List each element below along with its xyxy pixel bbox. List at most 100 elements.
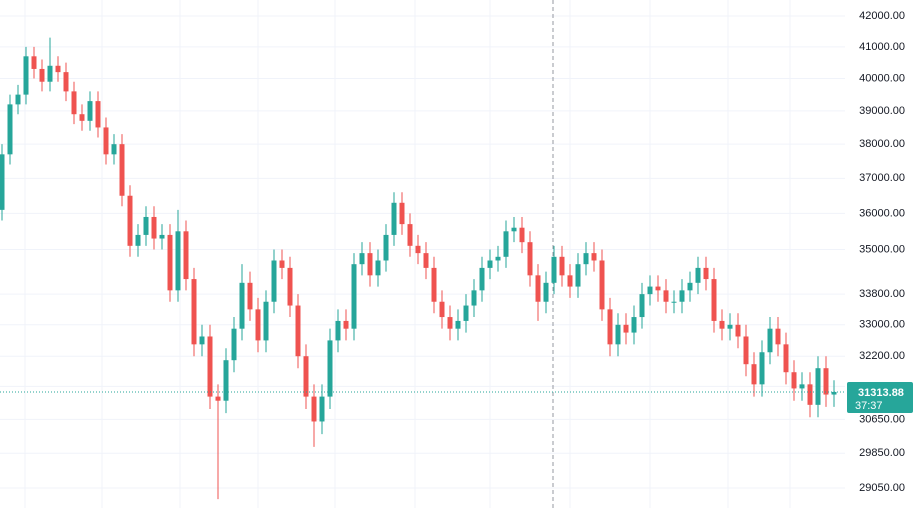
y-tick-label: 29050.00 [859,482,905,494]
candle-body [655,286,661,291]
y-tick-label: 32200.00 [859,350,905,362]
y-tick-label: 36000.00 [859,207,905,219]
candle-body [207,336,213,397]
candle-body [23,56,29,95]
y-tick-label: 38000.00 [859,138,905,150]
candle-body [7,104,13,155]
candle-body [503,231,509,257]
candle-body [415,245,421,254]
candle-body [471,290,477,306]
countdown: 37:37 [855,400,883,412]
candle-body [527,242,533,276]
candle-body [631,317,637,333]
candle-body [815,368,821,405]
candle-body [767,328,773,353]
candle-body [191,279,197,345]
candle-body [671,301,677,303]
candle-body [79,114,85,121]
y-tick-label: 33800.00 [859,288,905,300]
candle-body [519,227,525,243]
candle-body [87,101,93,121]
candle-body [159,234,165,239]
candle-body [423,253,429,268]
y-tick-label: 35000.00 [859,243,905,255]
candle-body [543,282,549,302]
candle-body [287,267,293,306]
candle-body [295,305,301,357]
candle-body [591,253,597,261]
candle-body [535,275,541,302]
candle-body [455,320,461,329]
candle-body [679,290,685,302]
candle-body [623,324,629,333]
candle-body [735,324,741,337]
candle-body [231,328,237,361]
candle-body [663,290,669,302]
candle-body [263,301,269,341]
candle-body [447,317,453,329]
candle-body [831,391,837,395]
candle-body [463,305,469,321]
last-price-badge [847,381,913,413]
candle-body [39,68,45,82]
candle-body [703,267,709,280]
candle-body [399,202,405,225]
candle-body [351,264,357,329]
candle-body [319,396,325,422]
candle-body [215,396,221,401]
candle-body [775,328,781,345]
candle-body [615,324,621,345]
candle-body [31,56,37,69]
y-tick-label: 41000.00 [859,41,905,53]
candle-body [15,94,21,105]
candle-body [783,344,789,373]
candle-body [247,282,253,310]
price-axis [845,0,913,508]
candle-body [807,384,813,405]
candle-body [175,231,181,291]
candle-body [151,216,157,239]
candle-body [607,309,613,345]
candle-body [279,260,285,268]
candle-body [119,144,125,196]
candle-body [103,127,109,155]
candle-body [255,309,261,341]
candle-body [271,260,277,302]
candle-body [311,396,317,422]
candle-body [727,324,733,329]
candle-body [711,279,717,321]
y-tick-label: 29850.00 [859,447,905,459]
candle-body [551,256,557,283]
candle-body [167,234,173,291]
candle-body [367,253,373,276]
candle-body [111,144,117,155]
candle-body [183,231,189,280]
candle-body [199,336,205,345]
candle-body [95,101,101,128]
candle-body [343,320,349,329]
candle-body [143,216,149,235]
candle-body [495,256,501,261]
candle-body [583,253,589,265]
y-tick-label: 42000.00 [859,10,905,22]
y-tick-label: 30650.00 [859,413,905,425]
candle-body [479,267,485,291]
candle-body [823,368,829,395]
candle-body [391,202,397,235]
y-tick-label: 40000.00 [859,72,905,84]
candle-body [567,275,573,287]
candle-body [359,253,365,265]
candle-body [335,320,341,341]
candle-body [743,336,749,365]
candle-body [127,195,133,246]
candle-body [647,286,653,295]
candle-body [47,65,53,82]
candle-body [0,154,5,210]
candle-body [487,260,493,268]
candle-body [799,384,805,389]
candle-body [791,372,797,389]
candle-body [431,267,437,302]
candle-body [719,320,725,329]
